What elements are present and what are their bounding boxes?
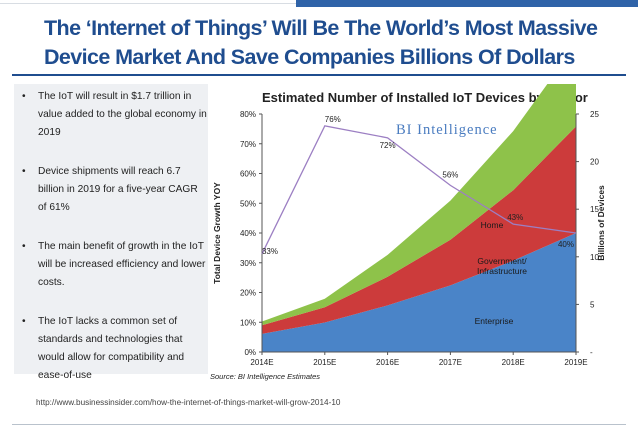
label-home-line: Home	[481, 220, 504, 230]
y-right-tick-label: -	[590, 348, 593, 357]
growth-line-layer: 33% 76% 72% 56% 43% 40%	[261, 115, 577, 256]
x-tick-label: 2017E	[439, 358, 462, 367]
growth-data-label: 56%	[442, 170, 458, 179]
title-underline	[12, 74, 626, 76]
axes-layer: 0% 10% 20% 30% 40% 50% 60% 70% 80% - 5 10 15 20 25 2014…	[240, 110, 599, 367]
growth-data-label: 43%	[507, 213, 523, 222]
growth-data-label: 40%	[558, 240, 574, 249]
bullet-text: The IoT lacks a common set of standards …	[38, 316, 185, 381]
y-left-tick-label: 80%	[240, 110, 256, 119]
label-government-line: Infrastructure	[477, 266, 527, 276]
label-government: Government/Infrastructure	[477, 256, 527, 276]
bullet-text: The IoT will result in $1.7 trillion in …	[38, 91, 207, 138]
label-government-line: Government/	[477, 256, 527, 266]
y-left-tick-label: 40%	[240, 229, 256, 238]
bullets-panel: • The IoT will result in $1.7 trillion in…	[14, 84, 208, 381]
iot-devices-chart: Estimated Number of Installed IoT Device…	[210, 84, 606, 381]
x-tick-label: 2019E	[564, 358, 587, 367]
bullet-dot-icon: •	[22, 91, 26, 102]
bullet-text: The main benefit of growth in the IoT wi…	[38, 241, 206, 288]
growth-data-label: 72%	[380, 141, 396, 150]
bullet-text: Device shipments will reach 6.7 billion …	[38, 166, 198, 213]
y-left-tick-label: 70%	[240, 140, 256, 149]
slide-title: The ‘Internet of Things’ Will Be The Wor…	[44, 16, 598, 69]
chart-title: Estimated Number of Installed IoT Device…	[262, 90, 588, 105]
bullet-item: • Device shipments will reach 6.7 billion…	[14, 159, 208, 217]
y-left-tick-label: 10%	[240, 318, 256, 327]
growth-data-label: 76%	[325, 115, 341, 124]
area-enterprise	[262, 233, 576, 352]
bullet-dot-icon: •	[22, 316, 26, 327]
y-right-tick-label: 15	[590, 205, 599, 214]
y-left-tick-label: 20%	[240, 289, 256, 298]
x-tick-label: 2016E	[376, 358, 399, 367]
chart-source-note: Source: BI Intelligence Estimates	[210, 372, 320, 381]
y-right-tick-label: 5	[590, 300, 595, 309]
bullet-item: • The main benefit of growth in the IoT w…	[14, 234, 208, 292]
bullet-list: • The IoT will result in $1.7 trillion in…	[14, 84, 208, 385]
y-left-tick-label: 50%	[240, 199, 256, 208]
y-left-tick-label: 30%	[240, 259, 256, 268]
accent-bar	[296, 0, 638, 7]
area-home	[262, 84, 576, 326]
chart-watermark: BI Intelligence	[396, 122, 498, 138]
areas-layer: Enterprise Government/Infrastructure Home	[262, 84, 576, 352]
label-enterprise-line: Enterprise	[475, 316, 514, 326]
bullet-dot-icon: •	[22, 166, 26, 177]
source-url: http://www.businessinsider.com/how-the-i…	[36, 398, 341, 407]
label-home: Home	[481, 220, 504, 230]
y-axis-left-label: Total Device Growth YOY	[212, 182, 222, 284]
y-right-tick-label: 20	[590, 158, 599, 167]
label-enterprise: Enterprise	[475, 316, 514, 326]
y-left-tick-label: 0%	[244, 348, 256, 357]
top-decoration	[0, 0, 638, 10]
bullet-item: • The IoT lacks a common set of standards…	[14, 309, 208, 385]
x-tick-label: 2018E	[502, 358, 525, 367]
x-tick-label: 2015E	[313, 358, 336, 367]
bullet-dot-icon: •	[22, 241, 26, 252]
bottom-rule	[12, 424, 626, 425]
area-government	[262, 126, 576, 334]
y-right-tick-label: 10	[590, 253, 599, 262]
x-tick-label: 2014E	[250, 358, 273, 367]
y-left-tick-label: 60%	[240, 170, 256, 179]
y-axis-right-label: Billions of Devices	[596, 185, 606, 261]
y-right-tick-label: 25	[590, 110, 599, 119]
growth-data-label: 33%	[262, 247, 278, 256]
growth-line	[261, 125, 577, 255]
bullet-item: • The IoT will result in $1.7 trillion in…	[14, 84, 208, 142]
